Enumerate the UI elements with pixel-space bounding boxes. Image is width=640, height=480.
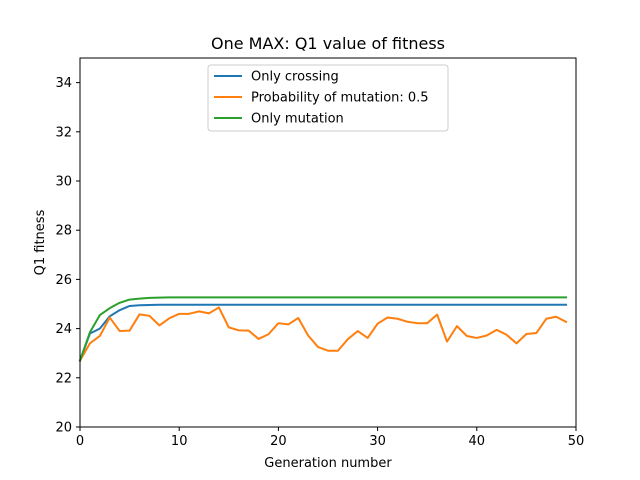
legend-label-3: Only mutation xyxy=(251,112,344,127)
y-tick-label: 28 xyxy=(55,224,72,239)
y-tick-label: 30 xyxy=(55,175,72,190)
y-tick-label: 26 xyxy=(55,273,72,288)
series-line-2 xyxy=(78,306,568,362)
plot-area-frame xyxy=(79,57,577,428)
plot-lines xyxy=(78,296,568,362)
x-tick-label: 20 xyxy=(270,434,287,449)
legend-label-2: Probability of mutation: 0.5 xyxy=(251,91,429,106)
legend-label-1: Only crossing xyxy=(251,70,339,85)
legend: Only crossing Probability of mutation: 0.… xyxy=(207,64,449,132)
y-axis-label: Q1 fitness xyxy=(33,209,48,275)
series-line-3 xyxy=(78,296,568,362)
legend-box xyxy=(207,64,449,132)
series-line-1 xyxy=(78,303,568,362)
y-tick-label: 22 xyxy=(55,371,72,386)
x-axis-label: Generation number xyxy=(264,456,392,471)
x-tick-label: 50 xyxy=(568,434,585,449)
y-axis: 20 22 24 26 28 30 32 34 xyxy=(55,76,80,436)
x-axis: 0 10 20 30 40 50 xyxy=(76,427,584,449)
y-tick-label: 20 xyxy=(55,421,72,436)
y-tick-label: 24 xyxy=(55,322,72,337)
chart-title: One MAX: Q1 value of fitness xyxy=(211,34,445,53)
x-tick-label: 40 xyxy=(469,434,486,449)
x-tick-label: 10 xyxy=(171,434,188,449)
y-tick-label: 34 xyxy=(55,76,72,91)
y-tick-label: 32 xyxy=(55,125,72,140)
x-tick-label: 0 xyxy=(76,434,84,449)
x-tick-label: 30 xyxy=(369,434,386,449)
